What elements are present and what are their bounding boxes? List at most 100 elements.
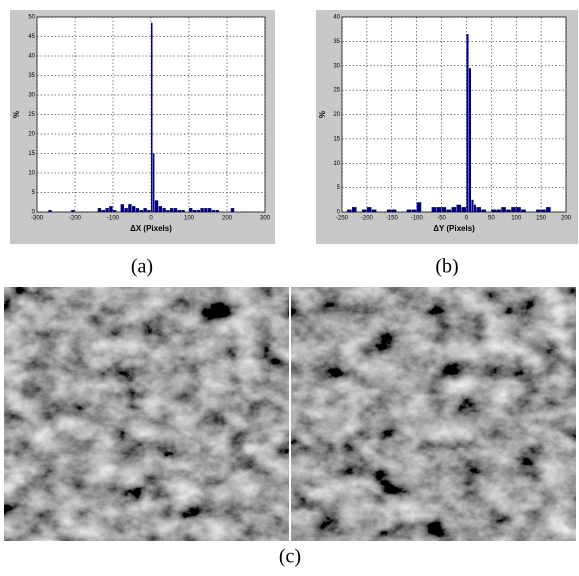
bar [113, 210, 117, 212]
bar [158, 206, 162, 212]
y-tick-label: 40 [333, 15, 340, 21]
bar [521, 209, 526, 212]
chart-caption: (b) [435, 256, 458, 278]
bar [391, 209, 397, 212]
bar [446, 209, 452, 212]
y-tick-label: 5 [337, 185, 341, 191]
y-tick-label: 45 [28, 34, 35, 40]
bar [177, 210, 181, 212]
bar [541, 209, 546, 212]
bar [496, 209, 501, 212]
bar [481, 209, 486, 212]
x-tick-label: -150 [386, 216, 399, 222]
bar [456, 204, 462, 212]
bar [139, 210, 143, 212]
y-tick-label: 15 [28, 151, 35, 157]
x-tick-label: 150 [536, 216, 547, 222]
histogram-chart: 0 5 10 15 20 25 30 35 40 45 50 -300 -200 -100 0 100 200 3… [10, 10, 275, 278]
chart-caption: (a) [131, 256, 153, 278]
x-tick-label: -100 [107, 216, 120, 222]
bar [511, 207, 516, 212]
y-tick-label: 0 [337, 210, 341, 216]
x-tick-label: -250 [336, 216, 349, 222]
x-tick-label: 50 [488, 216, 495, 222]
bar [189, 208, 193, 212]
bar [135, 208, 140, 212]
x-tick-label: -200 [69, 216, 82, 222]
x-tick-label: -100 [411, 216, 424, 222]
bar [351, 207, 357, 212]
bar [215, 210, 219, 212]
plot-frame [36, 16, 266, 213]
bar [386, 209, 392, 212]
plot-frame [341, 16, 567, 213]
y-tick-label: 20 [333, 112, 340, 118]
bar [101, 210, 105, 212]
y-tick-label: 5 [32, 190, 36, 196]
bar [173, 208, 178, 212]
bar [147, 210, 151, 212]
y-tick-label: 50 [28, 15, 35, 21]
bar [491, 209, 496, 212]
bar [468, 68, 472, 212]
bar [516, 207, 521, 212]
bar [371, 209, 377, 212]
bar [120, 204, 124, 212]
y-tick-label: 25 [28, 112, 35, 118]
bar [181, 210, 185, 212]
bar [473, 204, 476, 212]
x-tick-label: -50 [437, 216, 446, 222]
x-axis-label: ΔX (Pixels) [130, 224, 172, 233]
bar [152, 153, 155, 212]
bar [200, 208, 204, 212]
y-tick-label: 20 [28, 132, 35, 138]
bar [506, 209, 511, 212]
bar [105, 208, 109, 212]
x-tick-label: 300 [260, 216, 271, 222]
bar [154, 200, 159, 212]
y-tick-label: 25 [333, 88, 340, 94]
histogram-chart: 0 5 10 15 20 25 30 35 40 -250 -200 -150 -100 -50 0 50 10… [316, 10, 578, 278]
bar [208, 208, 212, 212]
bar [366, 207, 372, 212]
bar [476, 207, 481, 212]
bar [501, 207, 506, 212]
bar [546, 207, 551, 212]
bar [166, 210, 170, 212]
bar [451, 207, 457, 212]
bar [411, 209, 417, 212]
y-tick-label: 30 [333, 63, 340, 69]
bar [461, 207, 467, 212]
bar [471, 199, 474, 212]
bar [346, 209, 352, 212]
bar [151, 22, 153, 212]
bar [97, 208, 102, 212]
bar [406, 209, 412, 212]
y-tick-label: 35 [28, 73, 35, 79]
bar [48, 210, 52, 212]
bar [196, 210, 200, 212]
bar [431, 207, 437, 212]
x-tick-label: -200 [361, 216, 374, 222]
x-tick-label: 0 [465, 216, 469, 222]
x-tick-label: 200 [222, 216, 233, 222]
image-caption: (c) [279, 546, 301, 568]
y-tick-label: 30 [28, 93, 35, 99]
y-tick-label: 10 [28, 171, 35, 177]
x-tick-label: 0 [149, 216, 153, 222]
bar [192, 210, 197, 212]
bar [211, 210, 216, 212]
x-tick-label: 100 [184, 216, 195, 222]
bar [204, 208, 208, 212]
x-tick-label: -300 [31, 216, 44, 222]
bar [132, 206, 136, 212]
x-tick-label: 200 [561, 216, 572, 222]
y-axis-label: % [318, 111, 327, 118]
y-tick-label: 0 [32, 210, 36, 216]
bar [124, 208, 128, 212]
bar [109, 206, 113, 212]
bar [436, 207, 442, 212]
y-tick-label: 40 [28, 54, 35, 60]
bar [416, 202, 422, 212]
